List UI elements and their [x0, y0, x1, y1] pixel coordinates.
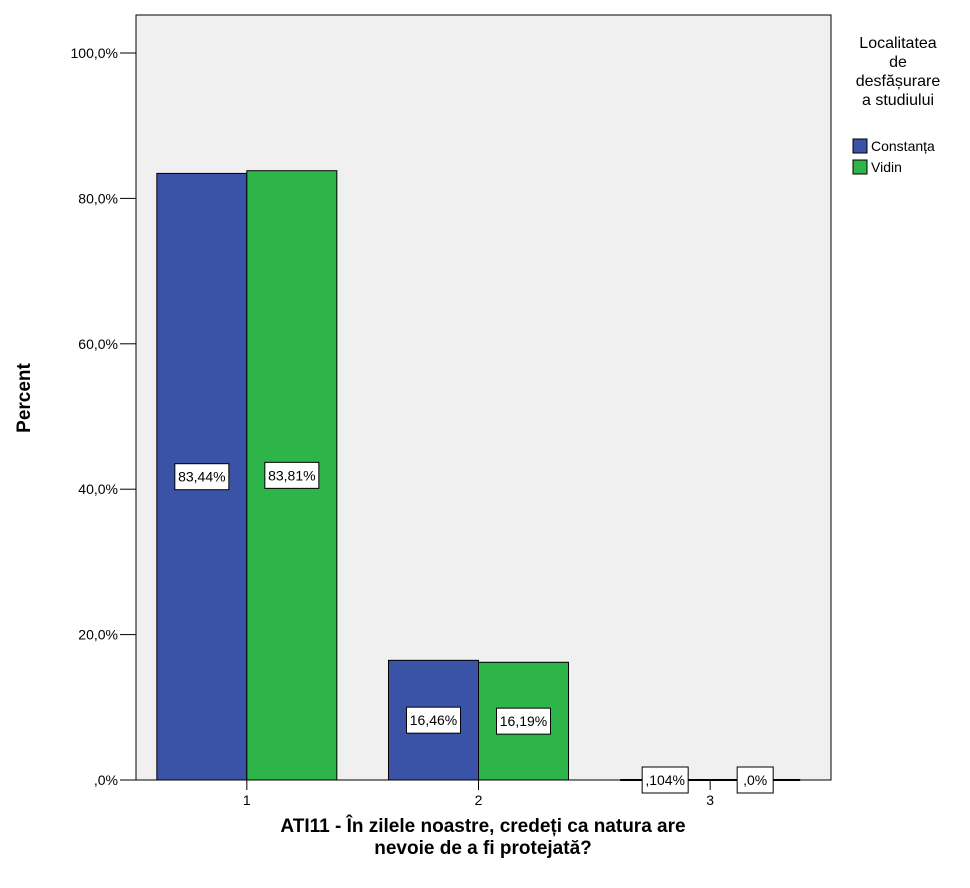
data-label-box — [406, 706, 461, 734]
data-label: 83,81% — [264, 461, 320, 489]
data-label-text: 16,19% — [500, 713, 547, 729]
data-label-text: 83,44% — [178, 469, 225, 485]
y-tick-label: 100,0% — [71, 45, 118, 61]
y-tick-label: ,0% — [94, 772, 118, 788]
x-axis-label-line-2: nevoie de a fi protejată? — [374, 838, 592, 859]
data-label: 83,44% — [174, 463, 230, 491]
y-tick-label: 40,0% — [78, 481, 118, 497]
data-label-box — [496, 707, 551, 735]
legend-label-vidin: Vidin — [871, 159, 902, 175]
data-labels: 83,44% 83,81% 16,46% 16,19% ,104% ,0% — [174, 461, 774, 794]
data-label-text: ,104% — [645, 772, 685, 788]
y-tick-label: 20,0% — [78, 627, 118, 643]
data-label-text: 83,81% — [268, 467, 315, 483]
x-axis: 1 2 3 — [243, 780, 714, 808]
x-axis-label-line-1: ATI11 - În zilele noastre, credeți ca na… — [280, 815, 685, 837]
bars — [156, 170, 801, 781]
y-axis: ,0% 20,0% 40,0% 60,0% 80,0% 100,0% — [71, 45, 136, 788]
legend: Localitatea de desfășurare a studiului C… — [852, 35, 941, 175]
data-label-text: ,0% — [743, 772, 767, 788]
data-label-box — [736, 766, 774, 794]
data-label-box — [264, 461, 320, 489]
data-label-box — [174, 463, 230, 491]
legend-swatch-constanta — [852, 138, 868, 154]
legend-title-line-2: de — [889, 54, 907, 71]
legend-title-line-4: a studiului — [862, 92, 934, 109]
data-label: 16,46% — [406, 706, 461, 734]
y-axis-label: Percent — [14, 362, 35, 432]
legend-title-line-1: Localitatea — [859, 35, 936, 52]
legend-label-constanta: Constanța — [871, 138, 935, 154]
x-tick-label: 3 — [706, 792, 714, 808]
data-label: ,0% — [736, 766, 774, 794]
data-label: 16,19% — [496, 707, 551, 735]
y-tick-label: 80,0% — [78, 190, 118, 206]
x-tick-label: 1 — [243, 792, 251, 808]
legend-swatch-vidin — [852, 159, 868, 175]
data-label: ,104% — [641, 766, 689, 794]
x-tick-label: 2 — [475, 792, 483, 808]
data-label-text: 16,46% — [410, 712, 457, 728]
legend-title-line-3: desfășurare — [856, 73, 941, 90]
data-label-box — [641, 766, 689, 794]
y-tick-label: 60,0% — [78, 336, 118, 352]
